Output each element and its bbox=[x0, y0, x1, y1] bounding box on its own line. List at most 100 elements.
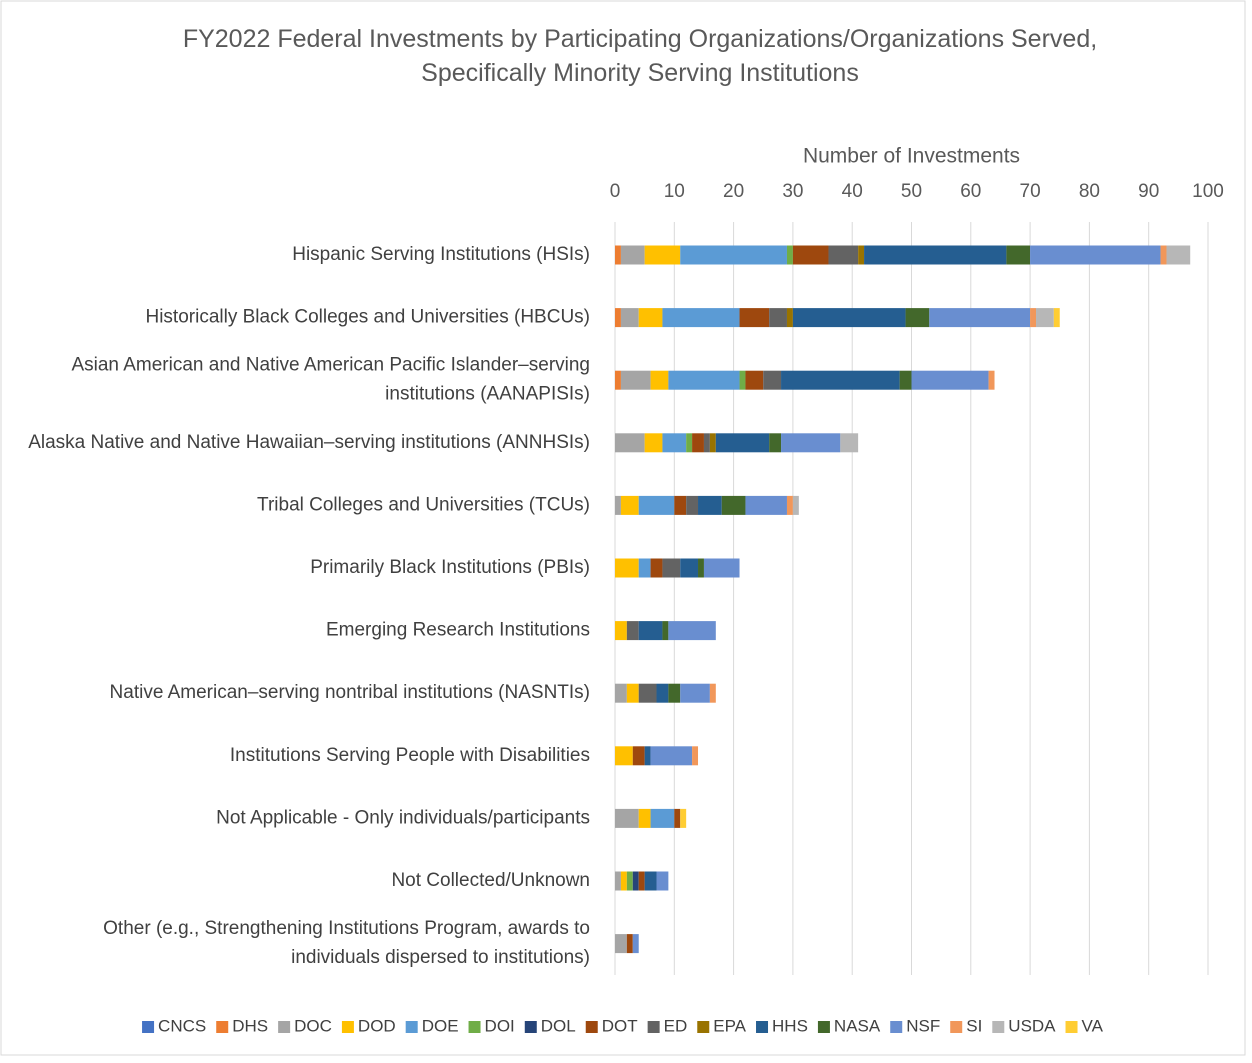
bar-segment bbox=[668, 370, 740, 390]
y-tick-label: Native American–serving nontribal instit… bbox=[110, 682, 590, 703]
bar-segment bbox=[644, 746, 651, 766]
bar-segment bbox=[615, 558, 639, 578]
x-tick-label: 10 bbox=[664, 181, 685, 202]
bar-segment bbox=[840, 433, 859, 453]
y-tick-label: Not Collected/Unknown bbox=[391, 870, 590, 891]
y-tick-label: Primarily Black Institutions (PBIs) bbox=[310, 557, 590, 578]
bar-segment bbox=[905, 308, 930, 328]
bar-segment bbox=[650, 370, 669, 390]
y-tick-label: Emerging Research Institutions bbox=[326, 620, 590, 641]
bar-segment bbox=[1053, 308, 1060, 328]
bar-segment bbox=[656, 871, 669, 891]
legend-swatch bbox=[468, 1021, 481, 1033]
x-tick-label: 50 bbox=[901, 181, 922, 202]
y-tick-label: Tribal Colleges and Universities (TCUs) bbox=[257, 494, 590, 515]
legend-label: HHS bbox=[772, 1016, 808, 1035]
x-tick-label: 30 bbox=[782, 181, 803, 202]
bar-segment bbox=[698, 495, 722, 515]
bar-segment bbox=[781, 433, 841, 453]
bar-segment bbox=[656, 683, 669, 703]
legend-label: DOL bbox=[541, 1016, 576, 1035]
legend-swatch bbox=[817, 1021, 830, 1033]
y-tick-label: Asian American and Native American Pacif… bbox=[71, 355, 590, 405]
bar-segment bbox=[644, 433, 663, 453]
bar-segment bbox=[1036, 308, 1054, 328]
bar-segment bbox=[786, 495, 793, 515]
bar-segment bbox=[769, 308, 787, 328]
y-tick-label: Other (e.g., Strengthening Institutions … bbox=[103, 918, 590, 968]
bar-segment bbox=[615, 370, 621, 390]
bar-segment bbox=[680, 808, 687, 828]
bar-segment bbox=[650, 808, 675, 828]
bar-segment bbox=[792, 308, 906, 328]
legend-label: EPA bbox=[713, 1016, 746, 1035]
legend-swatch bbox=[216, 1021, 229, 1033]
bar-segment bbox=[1030, 245, 1161, 265]
bar-segment bbox=[638, 495, 675, 515]
bar-segment bbox=[763, 370, 782, 390]
legend-label: CNCS bbox=[158, 1016, 206, 1035]
bar-segment bbox=[715, 433, 770, 453]
bar-segment bbox=[911, 370, 989, 390]
bar-segment bbox=[858, 245, 865, 265]
bar-segment bbox=[1006, 245, 1031, 265]
bar-segment bbox=[703, 558, 740, 578]
bar-segment bbox=[745, 370, 764, 390]
legend-label: ED bbox=[664, 1016, 688, 1035]
bar-segment bbox=[626, 621, 639, 641]
bar-segment bbox=[668, 683, 681, 703]
legend-label: DOC bbox=[294, 1016, 332, 1035]
legend-swatch bbox=[992, 1021, 1005, 1033]
legend-swatch bbox=[405, 1021, 418, 1033]
legend-swatch bbox=[756, 1021, 769, 1033]
x-tick-label: 90 bbox=[1138, 181, 1159, 202]
legend-swatch bbox=[890, 1021, 903, 1033]
bar-segment bbox=[620, 245, 645, 265]
legend-swatch bbox=[647, 1021, 660, 1033]
bar-segment bbox=[1030, 308, 1037, 328]
legend-swatch bbox=[341, 1021, 354, 1033]
y-tick-label: Historically Black Colleges and Universi… bbox=[145, 307, 590, 328]
bar-segment bbox=[686, 433, 693, 453]
bar-segment bbox=[674, 495, 687, 515]
legend-swatch bbox=[278, 1021, 291, 1033]
bar-segment bbox=[703, 433, 710, 453]
bar-segment bbox=[792, 245, 829, 265]
bar-segment bbox=[615, 433, 645, 453]
x-tick-label: 0 bbox=[610, 181, 621, 202]
bar-segment bbox=[668, 621, 716, 641]
x-tick-label: 100 bbox=[1192, 181, 1224, 202]
bar-segment bbox=[786, 308, 793, 328]
bar-segment bbox=[1160, 245, 1167, 265]
legend-swatch bbox=[585, 1021, 598, 1033]
bar-segment bbox=[745, 495, 787, 515]
bar-segment bbox=[615, 495, 621, 515]
bar-segment bbox=[686, 495, 699, 515]
bar-segment bbox=[662, 308, 740, 328]
bar-segment bbox=[615, 808, 639, 828]
bar-segment bbox=[988, 370, 995, 390]
y-tick-label: Hispanic Serving Institutions (HSIs) bbox=[292, 244, 590, 265]
legend-label: DOI bbox=[485, 1016, 515, 1035]
bar-segment bbox=[786, 245, 793, 265]
legend: CNCS DHS DOC DOD DOE DOI DOL DOT ED EPA HHS NASA NSF… bbox=[142, 1016, 1104, 1035]
bar-segment bbox=[632, 871, 639, 891]
x-tick-label: 70 bbox=[1020, 181, 1041, 202]
bar-segment bbox=[638, 308, 663, 328]
x-tick-label: 40 bbox=[842, 181, 863, 202]
bar-segment bbox=[638, 808, 651, 828]
legend-swatch bbox=[142, 1021, 155, 1033]
bar-segment bbox=[632, 934, 639, 954]
legend-label: NSF bbox=[906, 1016, 940, 1035]
bar-segment bbox=[662, 558, 681, 578]
bar-segment bbox=[680, 558, 699, 578]
legend-label: SI bbox=[966, 1016, 982, 1035]
bar-segment bbox=[620, 308, 639, 328]
bar-segment bbox=[692, 746, 699, 766]
y-tick-label: Institutions Serving People with Disabil… bbox=[230, 745, 590, 766]
bar-segment bbox=[781, 370, 900, 390]
bar-segment bbox=[626, 871, 633, 891]
bar-segment bbox=[615, 245, 621, 265]
legend-label: NASA bbox=[834, 1016, 881, 1035]
bar-segment bbox=[662, 621, 669, 641]
